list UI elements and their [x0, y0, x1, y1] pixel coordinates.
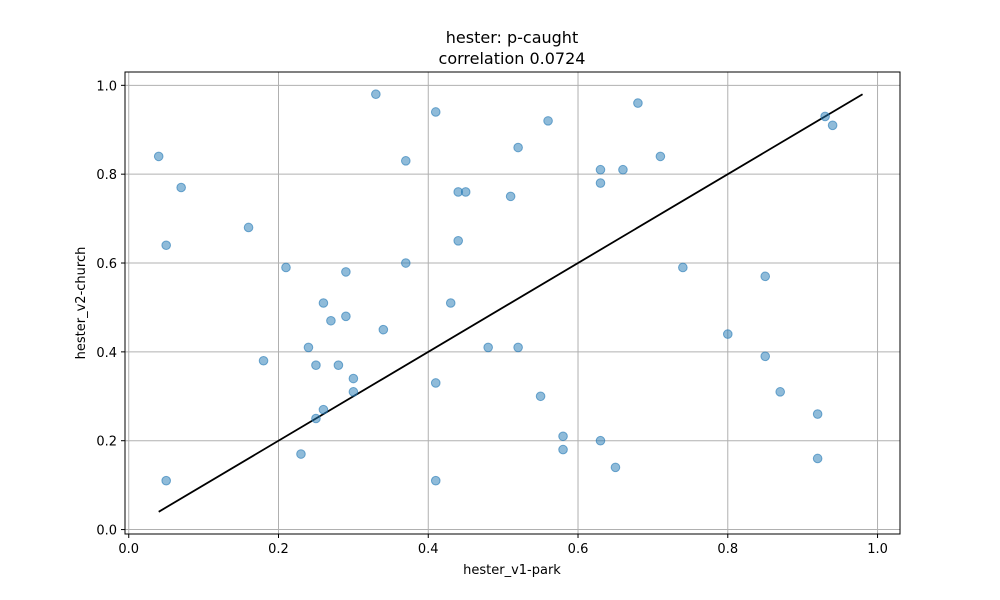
- scatter-point: [281, 262, 291, 273]
- scatter-point: [161, 240, 171, 251]
- x-tick-label: 0.2: [268, 542, 289, 557]
- scatter-point: [445, 298, 456, 308]
- chart-subtitle: correlation 0.0724: [439, 49, 586, 68]
- scatter-point: [812, 409, 823, 419]
- scatter-point: [176, 182, 186, 193]
- scatter-point: [513, 142, 523, 153]
- scatter-point: [595, 178, 606, 188]
- data-points: [153, 89, 838, 486]
- scatter-point: [318, 404, 329, 415]
- scatter-point: [161, 475, 171, 486]
- scatter-point: [371, 89, 381, 100]
- scatter-point: [633, 98, 643, 108]
- fit-line-group: [158, 93, 864, 513]
- scatter-point: [303, 342, 314, 353]
- scatter-point: [460, 187, 471, 197]
- scatter-point: [341, 267, 351, 277]
- scatter-point: [595, 164, 606, 175]
- scatter-point: [513, 342, 523, 353]
- scatter-point: [558, 431, 568, 442]
- y-axis-label: hester_v2-church: [74, 247, 89, 360]
- scatter-point: [326, 315, 336, 326]
- scatter-point: [430, 475, 441, 486]
- scatter-point: [827, 120, 838, 131]
- y-tick-label: 0.0: [96, 524, 117, 539]
- scatter-point: [153, 151, 164, 162]
- x-tick-label: 0.8: [717, 542, 738, 557]
- scatter-point: [760, 271, 771, 282]
- scatter-point: [483, 342, 493, 353]
- scatter-point: [296, 449, 306, 459]
- scatter-point: [678, 262, 688, 273]
- scatter-point: [610, 462, 621, 473]
- y-tick-label: 0.4: [96, 346, 117, 361]
- scatter-point: [318, 298, 329, 308]
- y-tick-label: 0.6: [96, 257, 117, 272]
- scatter-point: [400, 258, 411, 268]
- x-tick-label: 1.0: [867, 542, 888, 557]
- scatter-point: [453, 236, 464, 246]
- scatter-point: [535, 391, 546, 402]
- x-axis-label: hester_v1-park: [463, 563, 561, 578]
- scatter-point: [820, 111, 830, 122]
- grid-lines: [125, 72, 900, 534]
- scatter-point: [505, 191, 516, 202]
- scatter-point: [348, 387, 359, 397]
- scatter-point: [333, 360, 344, 370]
- scatter-point: [655, 151, 666, 162]
- scatter-point: [348, 373, 359, 384]
- x-tick-label: 0.6: [568, 542, 589, 557]
- scatter-point: [543, 116, 553, 126]
- plot-frame: [124, 71, 901, 535]
- fit-line: [158, 93, 864, 513]
- chart-title: hester: p-caught: [446, 28, 578, 47]
- scatter-point: [311, 413, 321, 424]
- scatter-point: [618, 164, 628, 175]
- y-tick-label: 1.0: [96, 79, 117, 94]
- scatter-point: [378, 324, 389, 335]
- x-tick-label: 0.4: [418, 542, 439, 557]
- scatter-point: [430, 107, 441, 117]
- axis-ticks: 0.0 0.2 0.4 0.6 0.8 1.0 0.0 0.2 0.4 0.6 0.8 1.0: [96, 79, 888, 557]
- scatter-point: [400, 156, 411, 166]
- scatter-point: [430, 378, 441, 388]
- y-tick-label: 0.8: [96, 168, 117, 183]
- scatter-point: [775, 387, 785, 397]
- scatter-point: [722, 329, 733, 339]
- scatter-point: [311, 360, 321, 370]
- scatter-point: [760, 351, 771, 362]
- scatter-point: [243, 222, 254, 233]
- y-tick-label: 0.2: [96, 435, 117, 450]
- scatter-point: [341, 311, 351, 322]
- scatter-point: [595, 435, 606, 446]
- x-tick-label: 0.0: [118, 542, 139, 557]
- scatter-point: [258, 355, 269, 366]
- scatter-point: [812, 453, 823, 464]
- scatter-point: [558, 444, 568, 455]
